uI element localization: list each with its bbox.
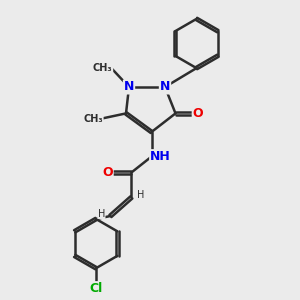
Text: N: N xyxy=(160,80,170,94)
Text: CH₃: CH₃ xyxy=(93,63,112,74)
Text: CH₃: CH₃ xyxy=(83,113,103,124)
Text: O: O xyxy=(193,107,203,120)
Text: H: H xyxy=(98,208,105,219)
Text: NH: NH xyxy=(150,150,171,163)
Text: H: H xyxy=(137,190,144,200)
Text: N: N xyxy=(124,80,134,94)
Text: O: O xyxy=(102,166,113,179)
Text: Cl: Cl xyxy=(89,282,103,295)
